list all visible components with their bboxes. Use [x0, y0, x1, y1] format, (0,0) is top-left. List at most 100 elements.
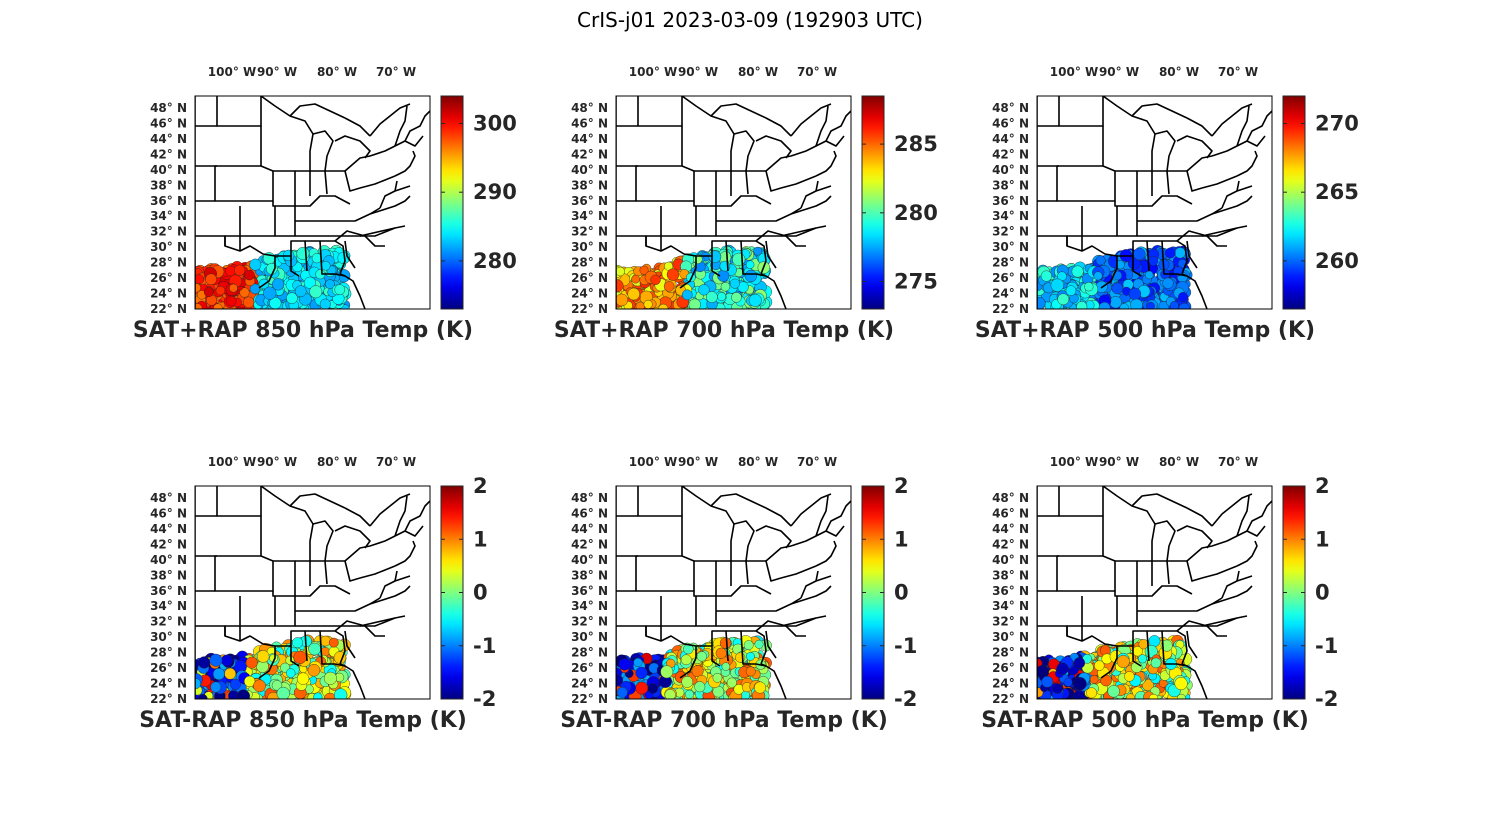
swath-point — [1107, 685, 1120, 698]
latitude-label: 48° N — [150, 101, 187, 115]
state-border — [295, 207, 381, 222]
map-content — [616, 96, 851, 309]
panel-title: SAT-RAP 500 hPa Temp (K) — [981, 708, 1309, 733]
swath-point — [681, 289, 693, 301]
longitude-label: 100° W — [629, 65, 677, 79]
state-border — [711, 240, 729, 272]
state-border — [275, 255, 300, 277]
colorbar-label: 2 — [1315, 474, 1330, 498]
map-content — [1037, 96, 1272, 309]
latitude-label: 22° N — [150, 302, 187, 316]
swath-point — [286, 292, 298, 304]
state-border — [716, 195, 772, 207]
state-border — [344, 117, 371, 137]
swath-point — [731, 292, 742, 303]
state-border — [334, 230, 385, 247]
state-border — [780, 175, 817, 189]
state-border — [394, 105, 408, 147]
swath-point — [616, 266, 625, 277]
latitude-label: 26° N — [571, 271, 608, 285]
state-border — [726, 240, 756, 275]
latitude-label: 32° N — [150, 225, 187, 239]
latitude-label: 42° N — [150, 147, 187, 161]
latitude-label: 46° N — [150, 116, 187, 130]
swath-point — [249, 258, 262, 271]
state-border — [334, 135, 371, 159]
swath-point — [205, 273, 217, 286]
swath-point — [226, 295, 237, 307]
latitude-label: 28° N — [150, 256, 187, 270]
state-border — [696, 255, 721, 277]
latitude-label: 28° N — [992, 646, 1029, 660]
swath-point — [1174, 676, 1188, 691]
swath-point — [1125, 693, 1136, 699]
figure-title: CrIS-j01 2023-03-09 (192903 UTC) — [577, 8, 923, 32]
panel-title: SAT-RAP 850 hPa Temp (K) — [139, 708, 467, 733]
longitude-label: 100° W — [208, 65, 256, 79]
swath-point — [616, 293, 629, 307]
state-border — [334, 273, 346, 277]
swath-point — [294, 285, 307, 298]
swath-point — [748, 293, 762, 307]
latitude-label: 34° N — [571, 209, 608, 223]
swath-point — [1073, 677, 1087, 691]
latitude-label: 26° N — [992, 661, 1029, 675]
swath-point — [319, 298, 331, 309]
state-border — [825, 135, 845, 147]
latitude-label: 48° N — [571, 101, 608, 115]
latitude-label: 44° N — [150, 132, 187, 146]
state-border — [790, 110, 851, 157]
state-border — [369, 195, 411, 215]
colorbar-label: 280 — [894, 201, 938, 225]
map-content — [195, 96, 430, 309]
longitude-label: 90° W — [678, 65, 718, 79]
latitude-label: 34° N — [992, 599, 1029, 613]
latitude-label: 24° N — [571, 287, 608, 301]
latitude-label: 42° N — [992, 537, 1029, 551]
panel-title: SAT+RAP 850 hPa Temp (K) — [132, 318, 474, 343]
longitude-label: 100° W — [1050, 455, 1098, 469]
swath-point — [729, 278, 740, 289]
state-border — [295, 195, 351, 207]
latitude-label: 38° N — [150, 178, 187, 192]
colorbar-label: 300 — [473, 111, 517, 135]
panel-title: SAT+RAP 700 hPa Temp (K) — [553, 318, 895, 343]
swath-point — [1094, 660, 1105, 671]
latitude-label: 38° N — [571, 178, 608, 192]
latitude-label: 24° N — [150, 287, 187, 301]
swath-point — [1150, 657, 1162, 669]
swath-scatter — [616, 244, 773, 309]
state-border — [741, 240, 767, 275]
swath-point — [229, 283, 238, 293]
colorbar-label: 1 — [1315, 527, 1330, 551]
longitude-label: 80° W — [738, 65, 778, 79]
swath-point — [1056, 662, 1069, 675]
swath-point — [239, 287, 250, 298]
latitude-label: 40° N — [992, 553, 1029, 567]
swath-point — [639, 265, 649, 275]
longitude-label: 80° W — [317, 65, 357, 79]
swath-point — [249, 283, 261, 295]
state-border — [755, 135, 792, 159]
state-border — [765, 240, 777, 269]
latitude-label: 28° N — [571, 256, 608, 270]
swath-point — [688, 298, 701, 309]
swath-point — [325, 279, 335, 290]
state-border — [815, 180, 819, 192]
state-border — [716, 227, 817, 237]
map-frame — [194, 95, 431, 310]
state-border — [404, 135, 424, 147]
swath-point — [753, 246, 763, 256]
state-borders — [616, 96, 851, 309]
swath-point — [666, 268, 680, 281]
map-frame — [615, 95, 852, 310]
latitude-label: 40° N — [571, 163, 608, 177]
state-border — [312, 130, 334, 172]
state-border — [637, 96, 683, 127]
latitude-label: 38° N — [992, 568, 1029, 582]
swath-point — [244, 269, 255, 281]
colorbar-label: -1 — [1315, 634, 1338, 658]
state-border — [815, 105, 829, 147]
swath-point — [334, 284, 346, 295]
